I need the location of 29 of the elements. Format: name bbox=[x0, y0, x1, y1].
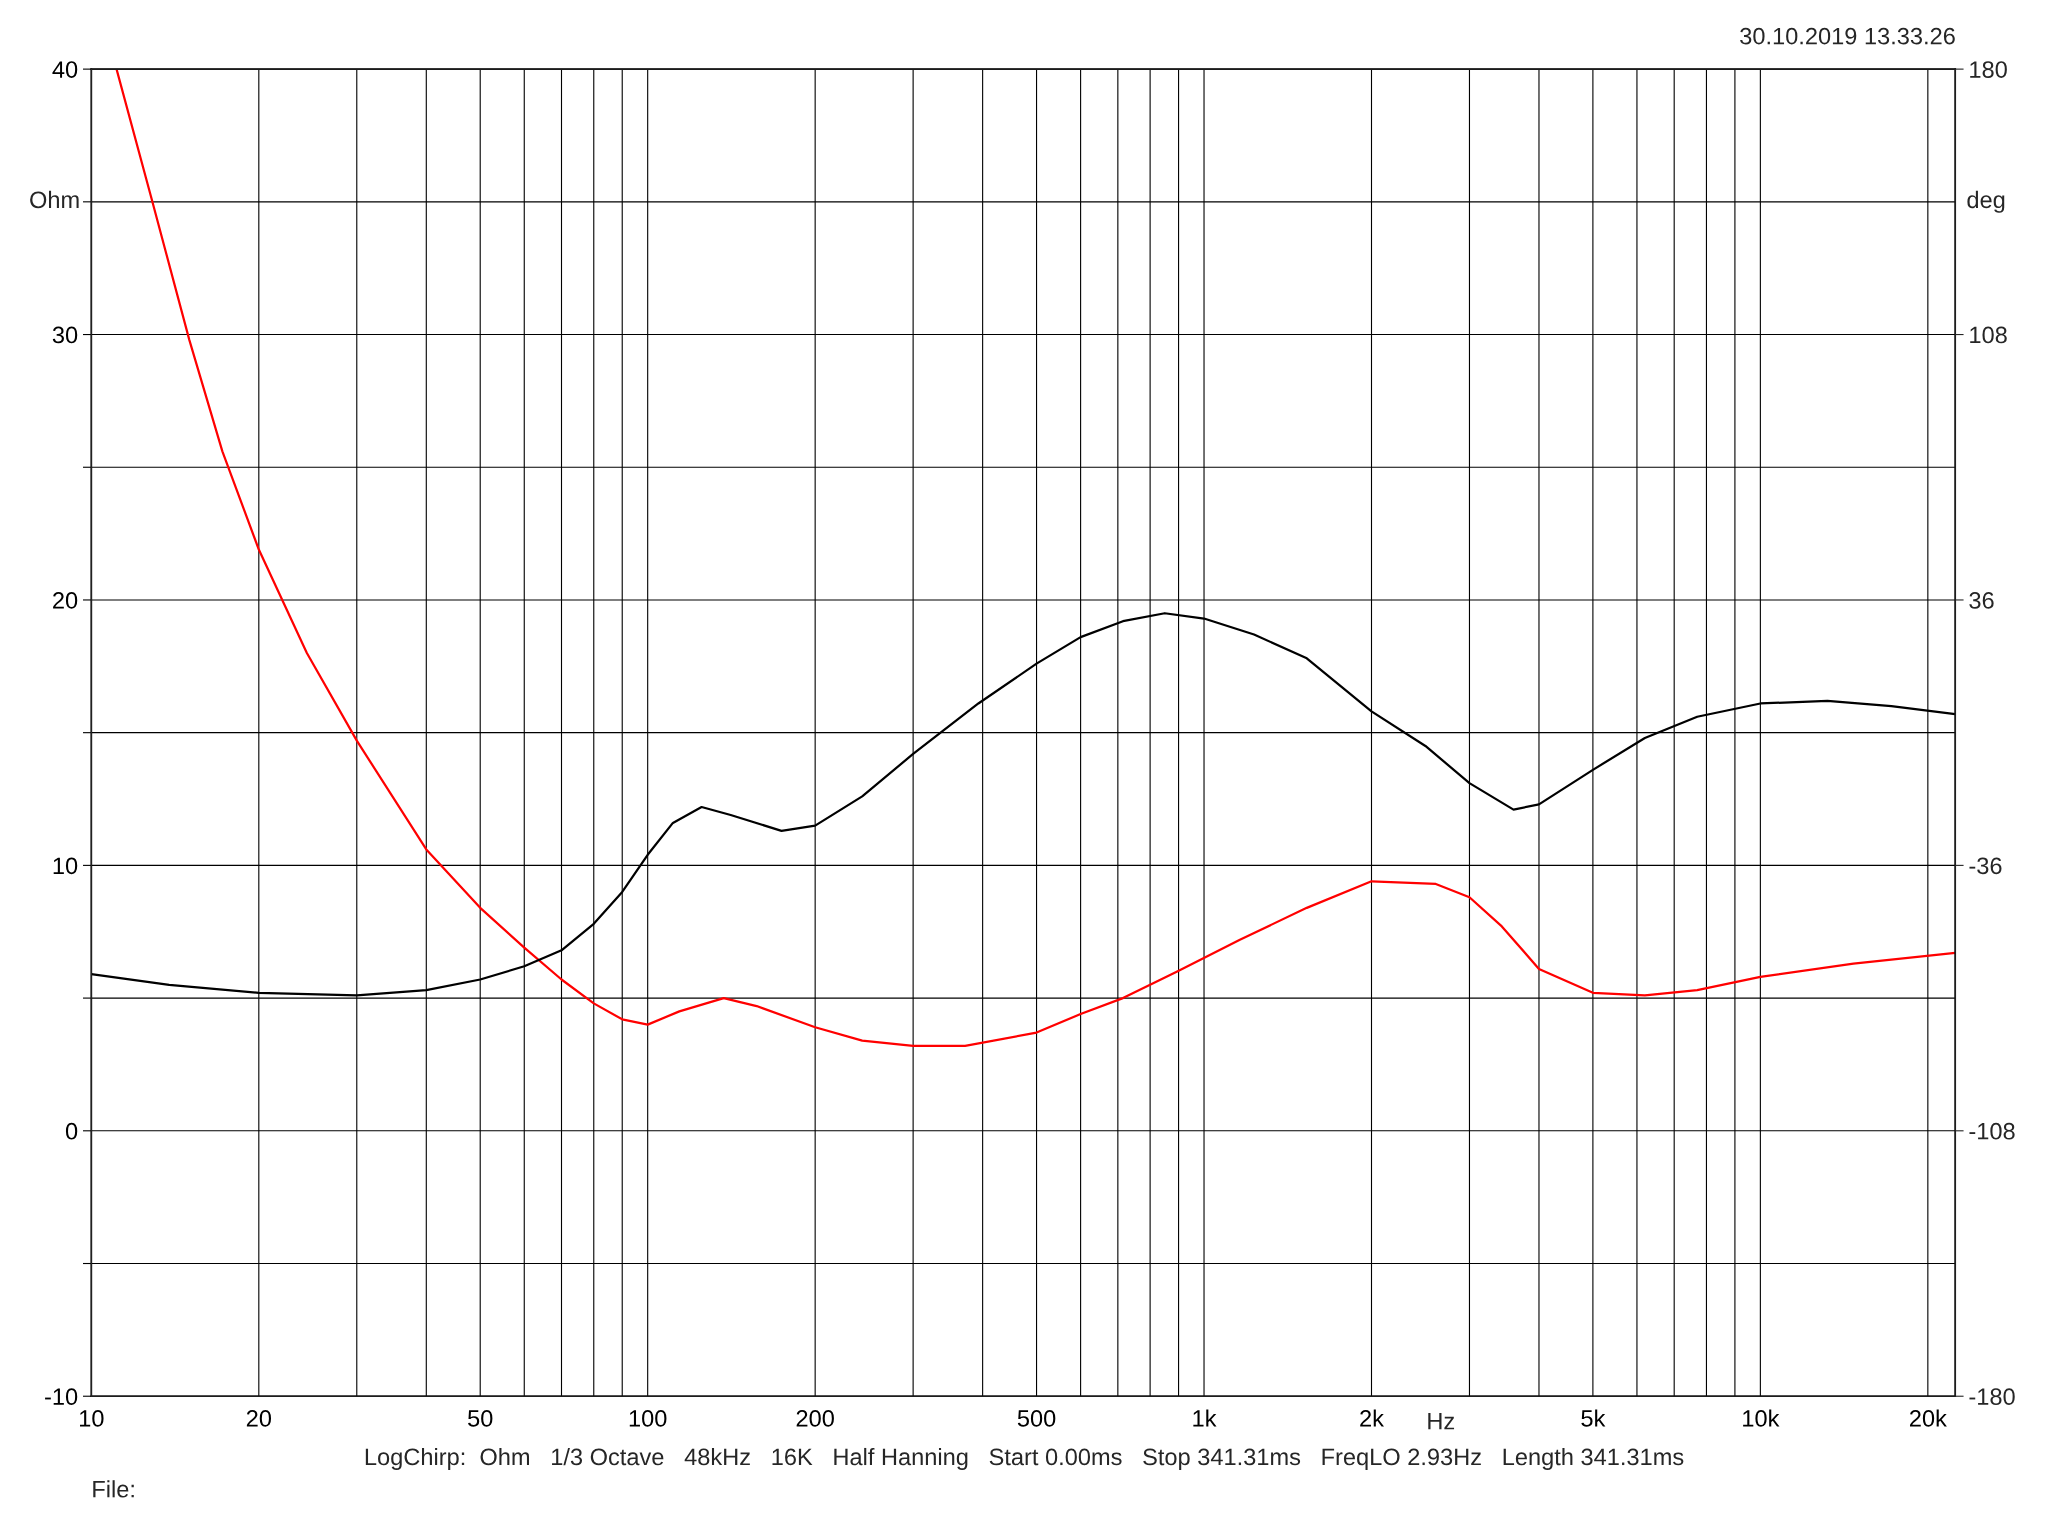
y-tick-label: 0 bbox=[65, 1122, 78, 1140]
text: 30.10.2019 13.33.26 bbox=[1740, 27, 1955, 45]
y2-tick-label: -36 bbox=[1969, 857, 2002, 875]
text: LogChirp: Ohm 1/3 Octave 48kHz 16K Half Hanning Start 0.00ms Stop 341.31ms FreqLO 2.93Hz Length 341.31ms bbox=[365, 1447, 1684, 1470]
y2-axis-title: deg bbox=[1967, 190, 2005, 213]
text: File: bbox=[93, 1480, 134, 1498]
x-tick-label: 500 bbox=[1017, 1410, 1056, 1427]
x-tick-label: 2k bbox=[1360, 1409, 1384, 1427]
y-tick-label: 30 bbox=[52, 326, 78, 344]
x-axis-title: Hz bbox=[1428, 1413, 1455, 1430]
x-tick-label: 1k bbox=[1193, 1409, 1217, 1427]
y-tick-label: 20 bbox=[53, 592, 78, 609]
x-tick-label: 20k bbox=[1910, 1409, 1947, 1427]
x-tick-label: 50 bbox=[468, 1410, 493, 1427]
x-tick-label: 10 bbox=[80, 1410, 104, 1427]
x-tick-label: 20 bbox=[246, 1410, 272, 1427]
x-tick-label: 10k bbox=[1743, 1409, 1780, 1427]
x-tick-label: 5k bbox=[1581, 1409, 1606, 1427]
y-tick-label: -10 bbox=[45, 1388, 78, 1406]
y-tick-label: 10 bbox=[53, 857, 78, 875]
y-axis-title: Ohm bbox=[30, 190, 79, 209]
y2-tick-label: 180 bbox=[1970, 61, 2007, 78]
y2-tick-label: 36 bbox=[1969, 592, 1994, 609]
x-tick-label: 100 bbox=[629, 1410, 667, 1427]
y2-tick-label: -108 bbox=[1969, 1122, 2015, 1140]
y2-tick-label: -180 bbox=[1969, 1388, 2015, 1406]
y-tick-label: 40 bbox=[52, 61, 78, 78]
y2-tick-label: 108 bbox=[1970, 326, 2007, 344]
x-tick-label: 200 bbox=[796, 1410, 834, 1427]
